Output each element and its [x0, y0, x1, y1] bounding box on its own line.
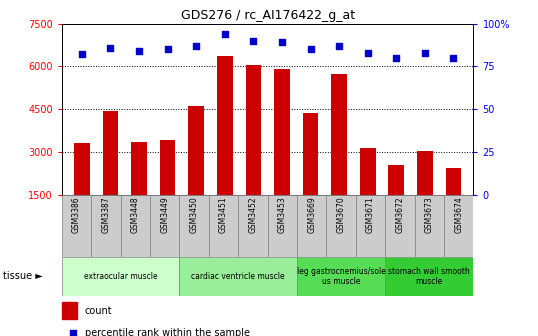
- Text: GSM3386: GSM3386: [72, 196, 81, 233]
- Bar: [445, 168, 461, 195]
- Point: [335, 43, 343, 48]
- Point: [449, 55, 458, 60]
- Point: [306, 47, 315, 52]
- Bar: [327, 195, 356, 257]
- Point: [77, 52, 86, 57]
- Bar: [274, 69, 290, 195]
- Point: [192, 43, 201, 48]
- Bar: [331, 74, 347, 195]
- Point: [69, 330, 77, 336]
- Point: [363, 50, 372, 55]
- Text: GSM3450: GSM3450: [190, 196, 199, 233]
- Text: GSM3452: GSM3452: [249, 196, 258, 233]
- Point: [221, 31, 229, 37]
- Bar: [217, 55, 232, 195]
- Text: stomach wall smooth
muscle: stomach wall smooth muscle: [388, 267, 470, 286]
- Bar: [385, 257, 473, 296]
- Bar: [62, 257, 180, 296]
- Point: [421, 50, 429, 55]
- Text: extraocular muscle: extraocular muscle: [84, 272, 158, 281]
- Bar: [297, 195, 327, 257]
- Bar: [121, 195, 150, 257]
- Text: GSM3449: GSM3449: [160, 196, 169, 233]
- Text: tissue ►: tissue ►: [3, 271, 43, 281]
- Text: GSM3673: GSM3673: [425, 196, 434, 233]
- Bar: [444, 195, 473, 257]
- Text: GSM3671: GSM3671: [366, 196, 375, 233]
- Text: GSM3451: GSM3451: [219, 196, 228, 233]
- Text: percentile rank within the sample: percentile rank within the sample: [84, 328, 250, 336]
- Text: GSM3448: GSM3448: [131, 196, 140, 233]
- Bar: [360, 148, 376, 195]
- Bar: [150, 195, 180, 257]
- Bar: [74, 143, 90, 195]
- Point: [392, 55, 401, 60]
- Text: leg gastrocnemius/sole
us muscle: leg gastrocnemius/sole us muscle: [297, 267, 386, 286]
- Text: GSM3670: GSM3670: [337, 196, 345, 233]
- Bar: [388, 165, 404, 195]
- Bar: [62, 195, 91, 257]
- Bar: [180, 195, 209, 257]
- Bar: [103, 112, 118, 195]
- Text: count: count: [84, 306, 112, 316]
- Bar: [356, 195, 385, 257]
- Bar: [91, 195, 121, 257]
- Bar: [417, 151, 433, 195]
- Text: GSM3453: GSM3453: [278, 196, 287, 233]
- Bar: [188, 106, 204, 195]
- Point: [249, 38, 258, 43]
- Point: [278, 40, 286, 45]
- Text: GSM3387: GSM3387: [102, 196, 110, 233]
- Bar: [303, 114, 318, 195]
- Point: [164, 47, 172, 52]
- Bar: [209, 195, 238, 257]
- Bar: [180, 257, 297, 296]
- Bar: [267, 195, 297, 257]
- Bar: [415, 195, 444, 257]
- Bar: [385, 195, 415, 257]
- Bar: [62, 302, 77, 319]
- Text: GSM3674: GSM3674: [454, 196, 463, 233]
- Text: GSM3669: GSM3669: [307, 196, 316, 233]
- Text: GSM3672: GSM3672: [395, 196, 405, 233]
- Bar: [131, 142, 147, 195]
- Bar: [238, 195, 267, 257]
- Bar: [297, 257, 385, 296]
- Bar: [245, 65, 261, 195]
- Text: cardiac ventricle muscle: cardiac ventricle muscle: [192, 272, 285, 281]
- Point: [106, 45, 115, 50]
- Title: GDS276 / rc_AI176422_g_at: GDS276 / rc_AI176422_g_at: [181, 9, 355, 23]
- Bar: [160, 140, 175, 195]
- Point: [134, 48, 143, 54]
